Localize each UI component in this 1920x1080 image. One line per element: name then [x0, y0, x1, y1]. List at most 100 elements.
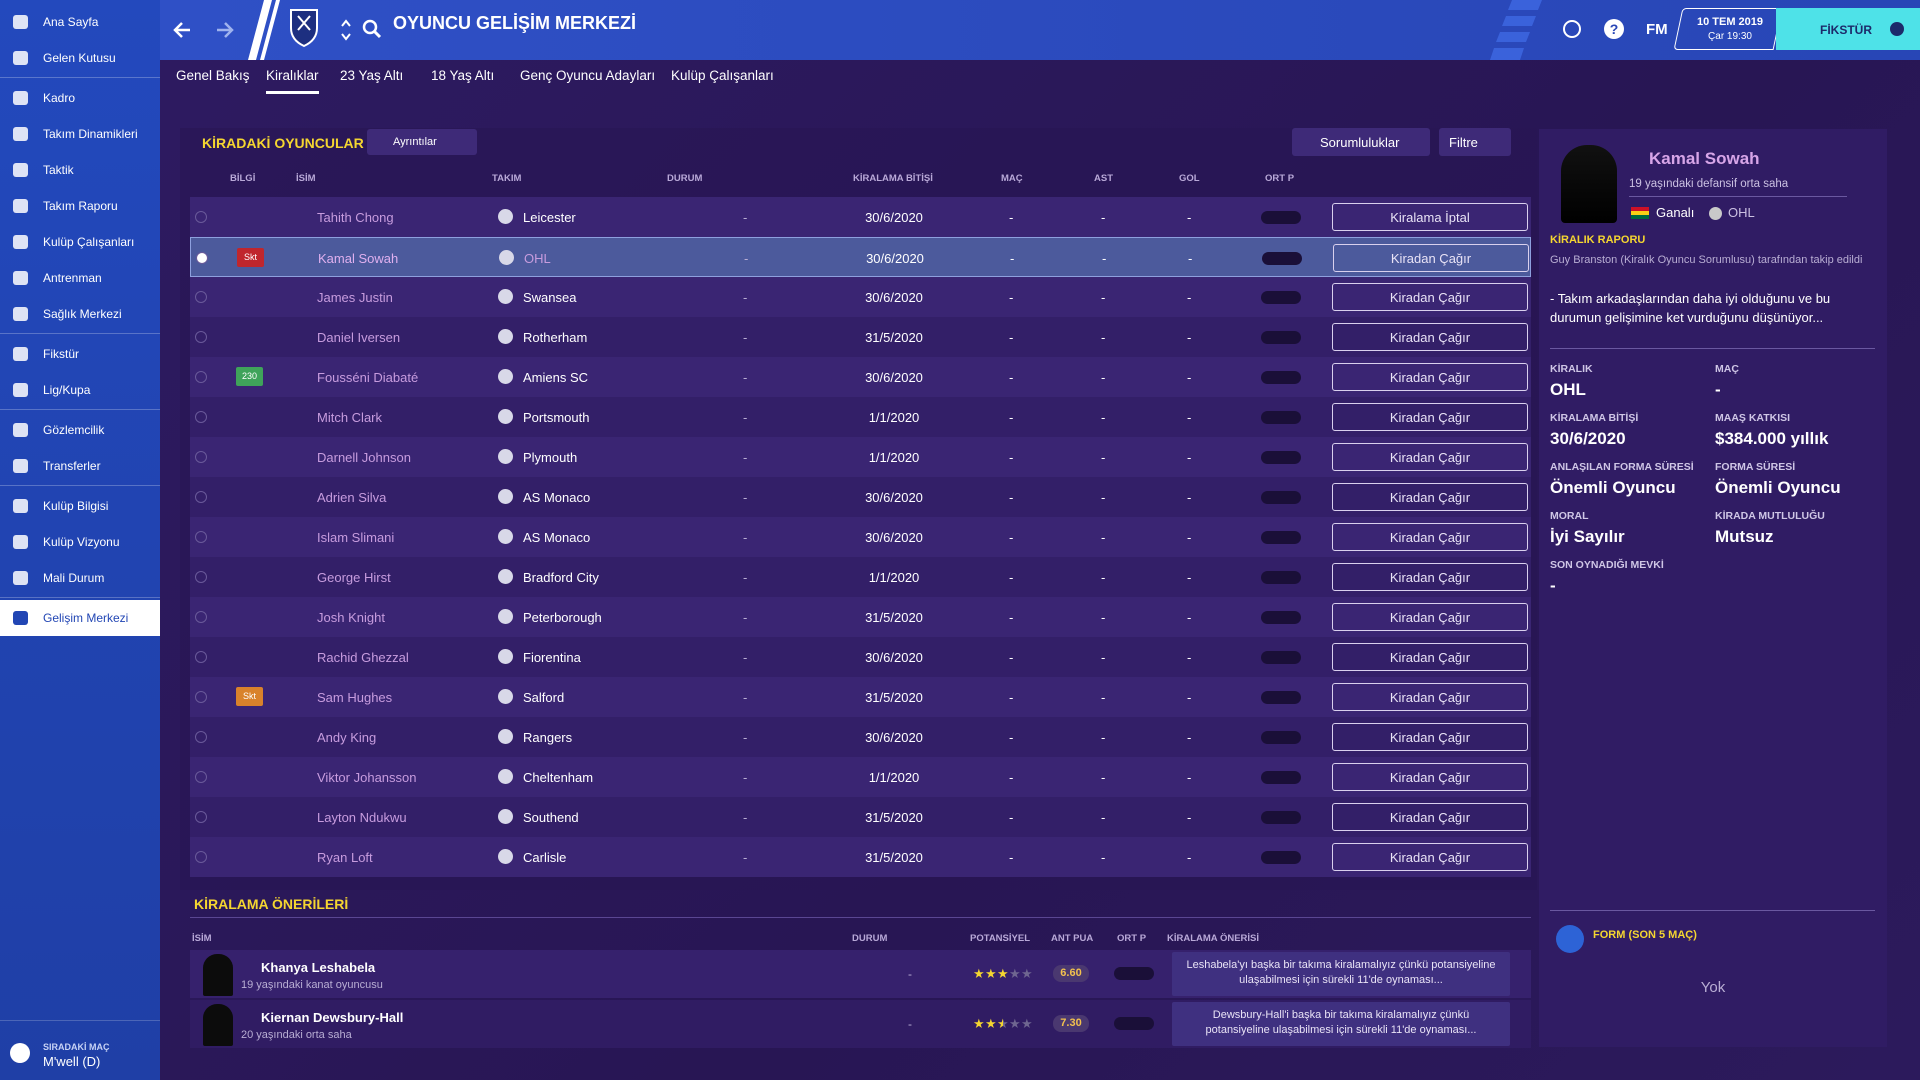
team-name[interactable]: Rotherham: [523, 330, 588, 345]
form-title[interactable]: FORM (SON 5 MAÇ): [1593, 929, 1697, 941]
action-button[interactable]: Kiradan Çağır: [1332, 563, 1528, 591]
action-button[interactable]: Kiradan Çağır: [1332, 643, 1528, 671]
radio[interactable]: [196, 252, 208, 264]
tab[interactable]: Genç Oyuncu Adayları: [520, 68, 656, 83]
nav-item[interactable]: Taktik: [0, 152, 160, 188]
details-dropdown[interactable]: Ayrıntılar: [367, 129, 477, 155]
radio[interactable]: [195, 291, 207, 303]
team-name[interactable]: Portsmouth: [523, 410, 590, 425]
player-name[interactable]: Rachid Ghezzal: [317, 650, 409, 665]
player-name[interactable]: Fousséni Diabaté: [317, 370, 419, 385]
forward-arrow[interactable]: [217, 22, 234, 38]
filter-dropdown[interactable]: Filtre: [1439, 128, 1511, 156]
nav-item[interactable]: Kadro: [0, 80, 160, 116]
team-name[interactable]: Plymouth: [523, 450, 578, 465]
action-button[interactable]: Kiradan Çağır: [1332, 323, 1528, 351]
nav-item[interactable]: Kulüp Bilgisi: [0, 488, 160, 524]
nav-item[interactable]: Gözlemcilik: [0, 412, 160, 448]
player-name[interactable]: Daniel Iversen: [317, 330, 401, 345]
action-button[interactable]: Kiradan Çağır: [1333, 244, 1529, 272]
team-name[interactable]: Peterborough: [523, 610, 602, 625]
help-icon[interactable]: ?: [1604, 19, 1624, 39]
radio[interactable]: [195, 731, 207, 743]
radio[interactable]: [195, 451, 207, 463]
team-name[interactable]: Bradford City: [523, 570, 599, 585]
action-button[interactable]: Kiradan Çağır: [1332, 443, 1528, 471]
loan-row[interactable]: Mitch Clark Portsmouth - 1/1/2020 - - - Kiradan…: [190, 397, 1531, 437]
loan-row[interactable]: 230 Fousséni Diabaté Amiens SC - 30/6/2020 - -…: [190, 357, 1531, 397]
radio[interactable]: [195, 211, 207, 223]
radio[interactable]: [195, 571, 207, 583]
loan-row[interactable]: George Hirst Bradford City - 1/1/2020 - - - Kir…: [190, 557, 1531, 597]
nav-item[interactable]: Takım Dinamikleri: [0, 116, 160, 152]
player-name[interactable]: Islam Slimani: [317, 530, 395, 545]
player-name[interactable]: James Justin: [317, 290, 393, 305]
nav-item[interactable]: Fikstür: [0, 336, 160, 372]
fm-logo[interactable]: FM: [1646, 21, 1668, 38]
player-name[interactable]: Andy King: [317, 730, 377, 745]
action-button[interactable]: Kiradan Çağır: [1332, 363, 1528, 391]
radio[interactable]: [195, 771, 207, 783]
radio[interactable]: [195, 411, 207, 423]
team-name[interactable]: AS Monaco: [523, 490, 591, 505]
action-button[interactable]: Kiradan Çağır: [1332, 523, 1528, 551]
player-name[interactable]: Adrien Silva: [317, 490, 387, 505]
loan-row[interactable]: James Justin Swansea - 30/6/2020 - - - Kiradan …: [190, 277, 1531, 317]
radio[interactable]: [195, 691, 207, 703]
action-button[interactable]: Kiradan Çağır: [1332, 763, 1528, 791]
team-name[interactable]: Carlisle: [523, 850, 567, 865]
player-name[interactable]: Ryan Loft: [317, 850, 373, 865]
team-name[interactable]: AS Monaco: [523, 530, 591, 545]
team-name[interactable]: Leicester: [523, 210, 576, 225]
radio[interactable]: [195, 531, 207, 543]
player-name[interactable]: Khanya Leshabela: [261, 960, 376, 975]
player-name[interactable]: Kamal Sowah: [318, 251, 399, 266]
team-name[interactable]: OHL: [524, 251, 551, 266]
action-button[interactable]: Kiradan Çağır: [1332, 803, 1528, 831]
team-name[interactable]: Cheltenham: [523, 770, 594, 785]
loan-row[interactable]: Josh Knight Peterborough - 31/5/2020 - - - Kira…: [190, 597, 1531, 637]
radio[interactable]: [195, 331, 207, 343]
action-button[interactable]: Kiradan Çağır: [1332, 403, 1528, 431]
nav-item[interactable]: Mali Durum: [0, 560, 160, 596]
player-name[interactable]: Josh Knight: [317, 610, 385, 625]
team-name[interactable]: Salford: [523, 690, 565, 705]
loan-row[interactable]: Viktor Johansson Cheltenham - 1/1/2020 - - - Ki…: [190, 757, 1531, 797]
player-name[interactable]: George Hirst: [317, 570, 391, 585]
nav-item[interactable]: Ana Sayfa: [0, 4, 160, 40]
tab[interactable]: Kiralıklar: [266, 68, 319, 94]
team-name[interactable]: Swansea: [523, 290, 577, 305]
action-button[interactable]: Kiradan Çağır: [1332, 483, 1528, 511]
nav-item[interactable]: Sağlık Merkezi: [0, 296, 160, 332]
action-button[interactable]: Kiradan Çağır: [1332, 603, 1528, 631]
radio[interactable]: [195, 491, 207, 503]
loan-row[interactable]: Andy King Rangers - 30/6/2020 - - - Kiradan Çağ…: [190, 717, 1531, 757]
player-name[interactable]: Mitch Clark: [317, 410, 383, 425]
player-name[interactable]: Layton Ndukwu: [317, 810, 407, 825]
fixture-button[interactable]: FİKSTÜR: [1776, 8, 1920, 50]
action-button[interactable]: Kiradan Çağır: [1332, 683, 1528, 711]
player-name[interactable]: Viktor Johansson: [317, 770, 417, 785]
recommendation-row[interactable]: Khanya Leshabela 19 yaşındaki kanat oyunc…: [190, 950, 1531, 998]
player-name[interactable]: Darnell Johnson: [317, 450, 411, 465]
report-title[interactable]: KİRALIK RAPORU: [1550, 234, 1646, 246]
responsibilities-dropdown[interactable]: Sorumluluklar: [1292, 128, 1430, 156]
tab[interactable]: Genel Bakış: [176, 68, 250, 83]
loan-row[interactable]: Layton Ndukwu Southend - 31/5/2020 - - - Kirada…: [190, 797, 1531, 837]
back-arrow[interactable]: [173, 22, 190, 38]
nav-item[interactable]: Kulüp Çalışanları: [0, 224, 160, 260]
radio[interactable]: [195, 371, 207, 383]
player-name[interactable]: Sam Hughes: [317, 690, 393, 705]
player-name[interactable]: Kiernan Dewsbury-Hall: [261, 1010, 404, 1025]
nav-item[interactable]: Lig/Kupa: [0, 372, 160, 408]
tab[interactable]: Kulüp Çalışanları: [671, 68, 774, 83]
loan-row[interactable]: Tahith Chong Leicester - 30/6/2020 - - - Kirala…: [190, 197, 1531, 237]
radio[interactable]: [195, 611, 207, 623]
nav-item[interactable]: Antrenman: [0, 260, 160, 296]
radio[interactable]: [195, 851, 207, 863]
nav-item[interactable]: Takım Raporu: [0, 188, 160, 224]
loan-row[interactable]: Skt Kamal Sowah OHL - 30/6/2020 - - - Kiradan Ça…: [190, 237, 1531, 277]
action-button[interactable]: Kiradan Çağır: [1332, 723, 1528, 751]
nav-item[interactable]: Gelişim Merkezi: [0, 600, 160, 636]
nav-item[interactable]: Transferler: [0, 448, 160, 484]
